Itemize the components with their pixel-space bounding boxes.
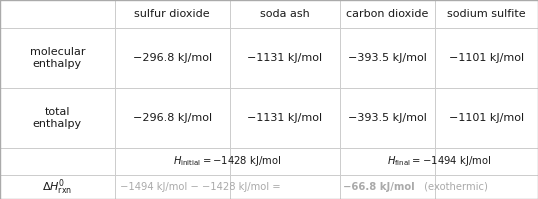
Text: sodium sulfite: sodium sulfite	[447, 9, 526, 19]
Text: −296.8 kJ/mol: −296.8 kJ/mol	[133, 53, 212, 63]
Bar	[340, 28, 435, 88]
Bar	[230, 28, 340, 88]
Bar	[435, 175, 538, 199]
Bar	[115, 28, 230, 88]
Bar	[230, 28, 340, 88]
Text: −296.8 kJ/mol: −296.8 kJ/mol	[133, 113, 212, 123]
Bar	[340, 148, 435, 175]
Bar	[230, 0, 340, 28]
Bar	[0, 175, 115, 199]
Bar	[0, 0, 115, 28]
Bar	[230, 175, 340, 199]
Bar	[115, 148, 230, 175]
Bar	[435, 88, 538, 148]
Text: carbon dioxide: carbon dioxide	[346, 9, 429, 19]
Text: $H_{\rm initial}$ = −1428 kJ/mol: $H_{\rm initial}$ = −1428 kJ/mol	[173, 154, 281, 169]
Bar	[340, 0, 435, 28]
Text: −1131 kJ/mol: −1131 kJ/mol	[247, 53, 323, 63]
Bar	[340, 175, 435, 199]
Bar	[340, 88, 435, 148]
Bar	[115, 0, 230, 28]
Text: −66.8 kJ/mol: −66.8 kJ/mol	[343, 182, 415, 192]
Text: −1101 kJ/mol: −1101 kJ/mol	[449, 113, 524, 123]
Bar	[115, 175, 230, 199]
Bar	[230, 0, 340, 28]
Bar	[435, 0, 538, 28]
Text: (exothermic): (exothermic)	[421, 182, 488, 192]
Bar	[340, 148, 435, 175]
Bar	[340, 88, 435, 148]
Bar	[435, 28, 538, 88]
Text: molecular
enthalpy: molecular enthalpy	[30, 47, 85, 69]
Bar	[0, 28, 115, 88]
Bar	[0, 148, 115, 175]
Bar	[115, 0, 230, 28]
Bar	[340, 28, 435, 88]
Text: −393.5 kJ/mol: −393.5 kJ/mol	[348, 113, 427, 123]
Bar	[435, 175, 538, 199]
Text: −1494 kJ/mol − −1428 kJ/mol =: −1494 kJ/mol − −1428 kJ/mol =	[120, 182, 284, 192]
Bar	[230, 88, 340, 148]
Bar	[0, 28, 115, 88]
Text: soda ash: soda ash	[260, 9, 310, 19]
Bar	[340, 0, 435, 28]
Bar	[115, 88, 230, 148]
Bar	[230, 148, 340, 175]
Bar	[0, 88, 115, 148]
Bar	[115, 148, 230, 175]
Bar	[435, 148, 538, 175]
Bar	[230, 88, 340, 148]
Text: sulfur dioxide: sulfur dioxide	[134, 9, 210, 19]
Text: −393.5 kJ/mol: −393.5 kJ/mol	[348, 53, 427, 63]
Text: −1131 kJ/mol: −1131 kJ/mol	[247, 113, 323, 123]
Text: total
enthalpy: total enthalpy	[33, 107, 82, 129]
Bar	[0, 88, 115, 148]
Bar	[230, 148, 340, 175]
Text: −1101 kJ/mol: −1101 kJ/mol	[449, 53, 524, 63]
Bar	[115, 175, 230, 199]
Bar	[115, 88, 230, 148]
Bar	[0, 0, 115, 28]
Bar	[435, 88, 538, 148]
Bar	[115, 28, 230, 88]
Bar	[340, 175, 435, 199]
Bar	[435, 0, 538, 28]
Bar	[0, 175, 115, 199]
Text: $\Delta H^0_{\rm rxn}$: $\Delta H^0_{\rm rxn}$	[42, 177, 73, 197]
Text: $H_{\rm final}$ = −1494 kJ/mol: $H_{\rm final}$ = −1494 kJ/mol	[387, 154, 491, 169]
Bar	[230, 175, 340, 199]
Bar	[435, 28, 538, 88]
Bar	[435, 148, 538, 175]
Bar	[0, 148, 115, 175]
